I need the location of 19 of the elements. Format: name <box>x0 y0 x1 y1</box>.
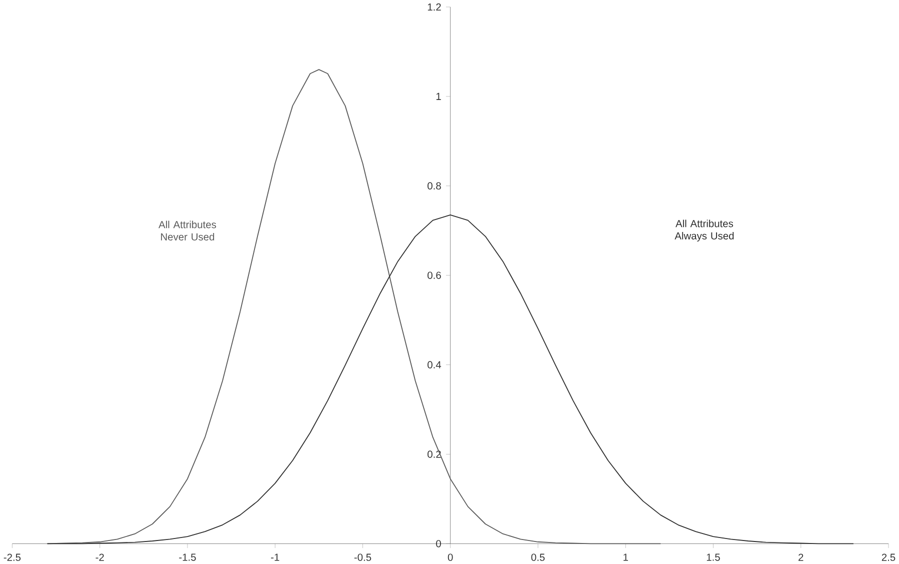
x-tick-label: -1.5 <box>179 554 196 561</box>
y-tick-label: 0 <box>436 540 441 548</box>
x-tick-label: 0.5 <box>531 554 545 561</box>
y-tick-label: 1 <box>436 92 441 100</box>
x-tick-label: -2.5 <box>4 554 21 561</box>
x-tick-label: -2 <box>96 554 104 561</box>
x-tick-label: 2 <box>798 554 804 561</box>
x-tick-label: -1 <box>271 554 280 561</box>
x-tick-label: 2.5 <box>882 554 896 561</box>
x-tick-label: 0 <box>448 554 453 561</box>
y-tick-label: 0.8 <box>428 182 441 190</box>
y-tick-label: 1.2 <box>428 3 441 10</box>
x-tick-label: 1.5 <box>706 554 720 561</box>
x-tick-label: -0.5 <box>354 554 372 561</box>
y-tick-label: 0.4 <box>428 360 442 368</box>
y-tick-label: 0.6 <box>428 272 441 279</box>
text: All Attributes Always Used <box>674 220 734 242</box>
x-tick-label: 1 <box>624 554 628 561</box>
text: All Attributes Never Used <box>158 220 216 240</box>
